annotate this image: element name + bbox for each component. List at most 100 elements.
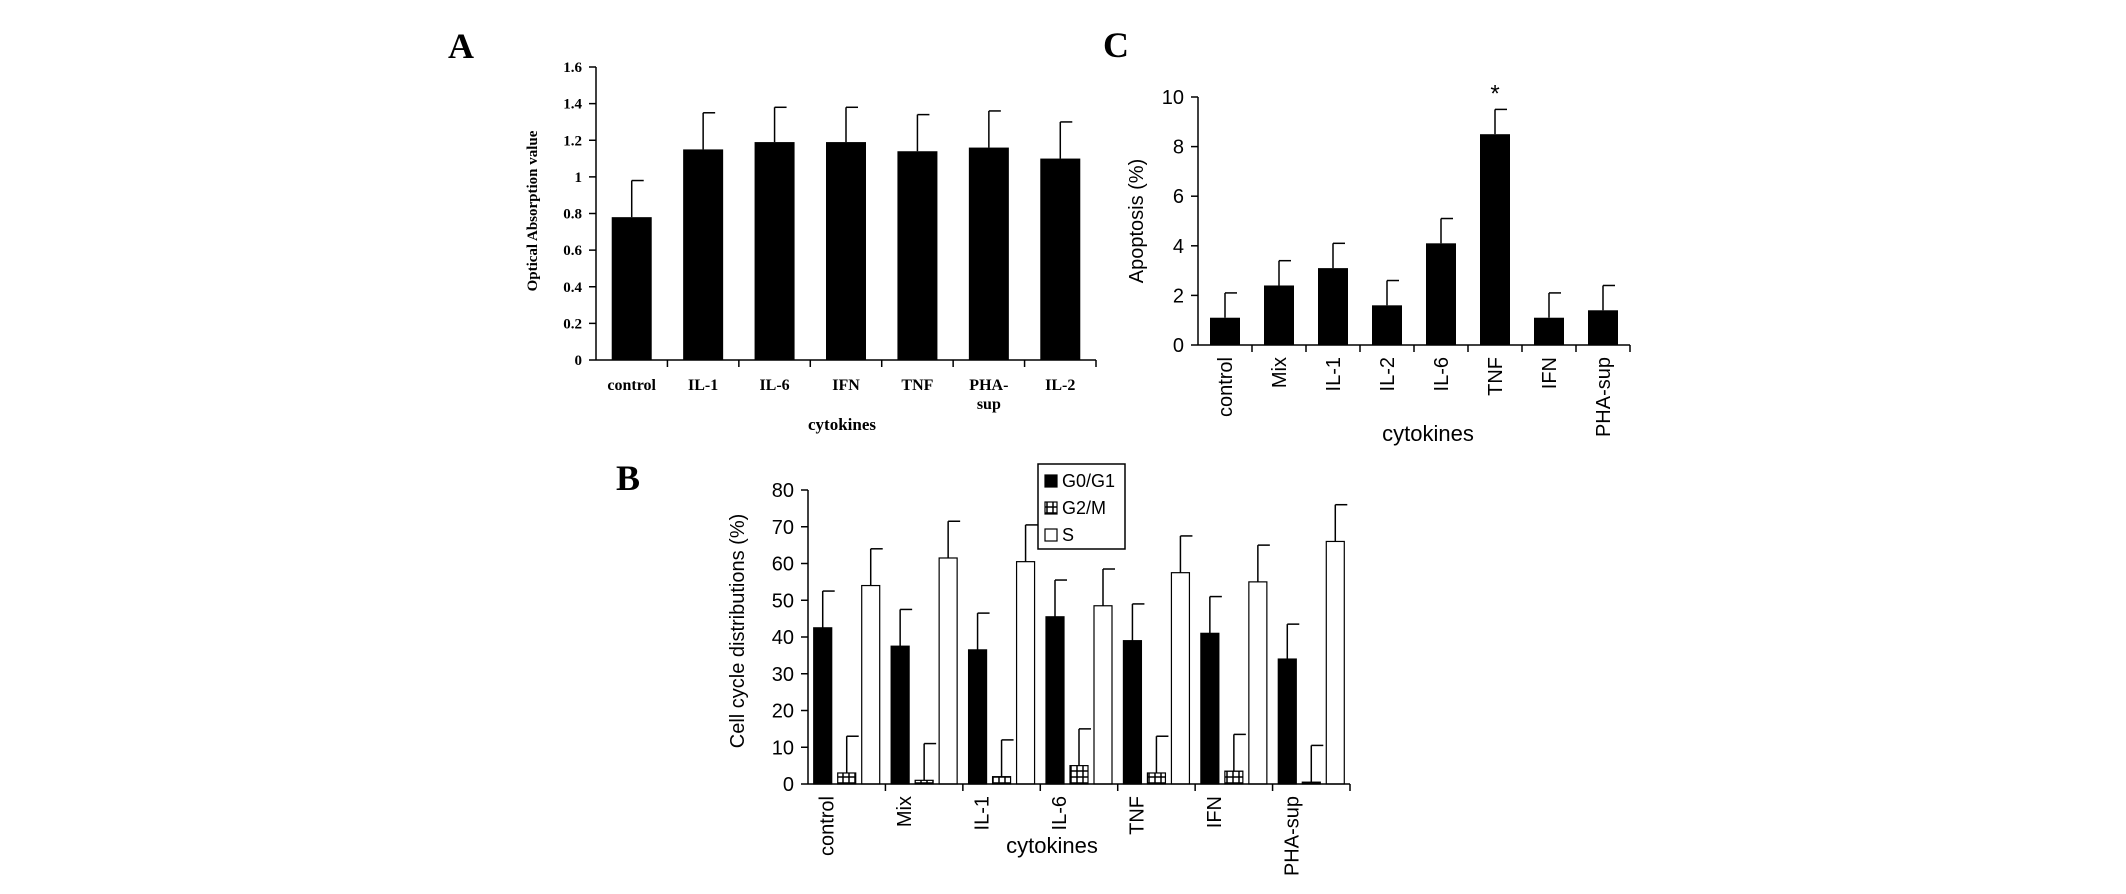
- bar: [1426, 243, 1456, 345]
- y-tick-label: 10: [1162, 87, 1184, 109]
- bar: [897, 151, 938, 360]
- bar: [611, 217, 652, 360]
- x-tick-label: IL-6: [1049, 796, 1071, 830]
- panel-a-axes: [589, 66, 1097, 367]
- bar: [968, 147, 1009, 360]
- y-tick-label: 10: [772, 737, 794, 759]
- x-tick-label: Mix: [894, 796, 916, 827]
- x-tick-label: IFN: [1204, 796, 1226, 828]
- x-tick-label: TNF: [1126, 796, 1148, 835]
- panel-c-bars: [1210, 134, 1618, 345]
- bar-hatched: [1069, 765, 1089, 785]
- x-tick-label: TNF: [1485, 357, 1507, 396]
- panel-label-c: C: [1103, 25, 1129, 65]
- bar-hatched: [1224, 770, 1244, 785]
- bar: [1588, 310, 1618, 345]
- chart-panel-a: A Optical Absorption value cytokines 0 0.…: [448, 26, 1097, 434]
- panel-c-x-tick-labels: control Mix IL-1 IL-2 IL-6 TNF IFN PHA-sup: [1215, 357, 1615, 437]
- panel-b-error-bars: [821, 503, 1348, 783]
- y-tick-label: 0: [783, 774, 794, 796]
- bar-open: [1093, 605, 1113, 785]
- y-tick-label: 1: [575, 170, 583, 186]
- bar-hatched: [837, 772, 857, 785]
- bar: [754, 142, 795, 360]
- x-tick-label: control: [817, 796, 839, 856]
- panel-c-axes: [1191, 96, 1631, 352]
- panel-b-x-axis-label: cytokines: [1006, 833, 1098, 858]
- bar-solid: [967, 649, 988, 785]
- bar: [826, 142, 866, 360]
- bar-open: [1015, 561, 1036, 785]
- x-tick-label: IL-1: [972, 796, 994, 830]
- y-tick-label: 1.2: [563, 133, 582, 149]
- x-tick-label: IL-6: [1431, 357, 1453, 391]
- y-tick-label: 2: [1173, 285, 1184, 307]
- panel-c-error-bars: [1224, 108, 1615, 318]
- bar-open: [1170, 572, 1191, 785]
- bar: [1372, 305, 1402, 345]
- y-tick-label: 1.6: [563, 60, 582, 76]
- x-tick-label: IL-2: [1045, 377, 1075, 394]
- bar-solid: [1277, 658, 1297, 785]
- y-tick-label: 50: [772, 590, 794, 612]
- y-tick-label: 8: [1173, 137, 1184, 159]
- panel-c-y-axis-label: Apoptosis (%): [1126, 159, 1148, 284]
- x-tick-label: Mix: [1269, 357, 1291, 388]
- panel-c-x-axis-label: cytokines: [1382, 421, 1474, 446]
- panel-label-a: A: [448, 26, 474, 66]
- y-tick-label: 80: [772, 480, 794, 502]
- legend-swatch: [1044, 528, 1058, 542]
- x-tick-label: IL-6: [759, 377, 789, 394]
- legend-label: S: [1062, 525, 1074, 545]
- legend-label: G2/M: [1062, 498, 1106, 518]
- panel-b-axes: [801, 489, 1351, 791]
- panel-label-b: B: [616, 458, 640, 498]
- y-tick-label: 0.4: [563, 280, 582, 296]
- bar-solid: [1045, 616, 1065, 785]
- x-tick-label: IL-1: [688, 377, 718, 394]
- chart-panel-c: C Apoptosis (%) cytokines 0 2 4 6 8 10 contro…: [1103, 25, 1631, 446]
- bar: [1480, 134, 1510, 345]
- legend-label: G0/G1: [1062, 471, 1115, 491]
- y-tick-label: 60: [772, 554, 794, 576]
- y-tick-label: 20: [772, 701, 794, 723]
- bar: [1534, 317, 1564, 345]
- x-tick-label: control: [607, 377, 656, 394]
- x-tick-label: IFN: [1539, 357, 1561, 389]
- panel-a-y-tick-labels: 0 0.2 0.4 0.6 0.8 1 1.2 1.4 1.6: [563, 60, 582, 369]
- x-tick-label: IL-2: [1377, 357, 1399, 391]
- y-tick-label: 0.6: [563, 243, 582, 259]
- x-tick-label: IL-1: [1323, 357, 1345, 391]
- x-tick-label: IFN: [832, 377, 860, 394]
- panel-a-bars: [611, 142, 1081, 360]
- y-tick-label: 6: [1173, 186, 1184, 208]
- bar: [1264, 285, 1294, 345]
- y-tick-label: 0.8: [563, 207, 582, 223]
- y-tick-label: 0: [575, 353, 583, 369]
- bar-open: [1248, 581, 1268, 785]
- x-tick-label: PHA-sup: [969, 377, 1008, 413]
- x-tick-label: PHA-sup: [1593, 357, 1615, 437]
- chart-panel-b: B Cell cycle distributions (%) cytokines…: [616, 458, 1351, 876]
- bar-hatched: [991, 776, 1012, 785]
- panel-b-y-tick-labels: 0 10 20 30 40 50 60 70 80: [772, 480, 794, 796]
- bar-solid: [890, 645, 910, 785]
- x-tick-label: control: [1215, 357, 1237, 417]
- y-tick-label: 0: [1173, 335, 1184, 357]
- legend-swatch: [1044, 501, 1058, 515]
- bar-open: [1325, 540, 1345, 785]
- bar-solid: [813, 627, 833, 785]
- panel-b-bars: [813, 540, 1345, 785]
- significance-marker: *: [1490, 80, 1499, 107]
- bar-hatched: [1146, 772, 1167, 785]
- x-tick-label: PHA-sup: [1281, 796, 1303, 876]
- y-tick-label: 70: [772, 517, 794, 539]
- bar-open: [861, 584, 881, 785]
- bar-open: [938, 557, 958, 785]
- panel-b-y-axis-label: Cell cycle distributions (%): [727, 514, 749, 749]
- panel-b-legend: G0/G1 G2/M S: [1037, 463, 1126, 550]
- panel-c-y-tick-labels: 0 2 4 6 8 10: [1162, 87, 1184, 357]
- bar: [1040, 158, 1081, 360]
- panel-a-error-bars: [630, 106, 1073, 218]
